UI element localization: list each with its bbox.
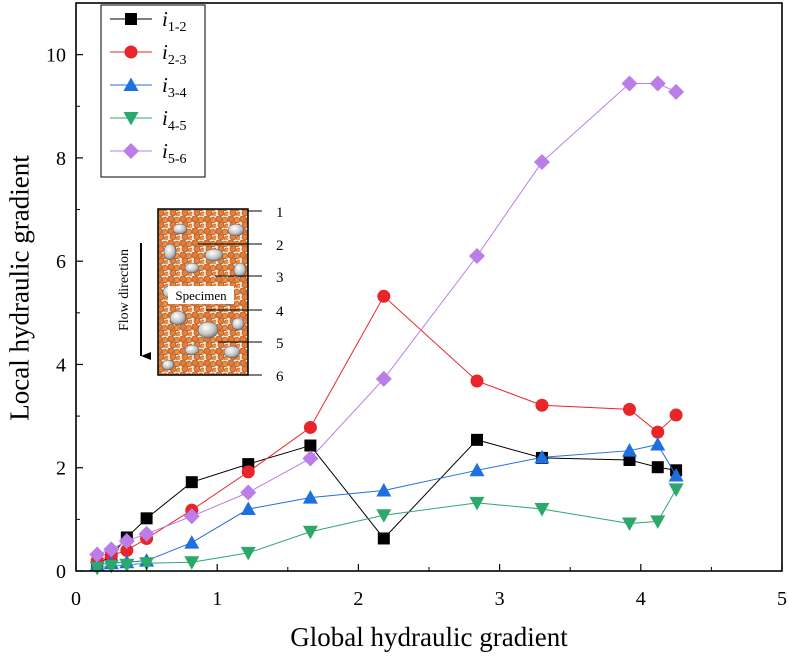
data-point xyxy=(302,490,318,504)
data-point xyxy=(120,543,134,557)
series-i5-6 xyxy=(89,75,685,563)
data-point xyxy=(139,557,155,571)
x-tick-label: 0 xyxy=(71,588,81,610)
y-axis-title: Local hydraulic gradient xyxy=(4,155,35,421)
data-point xyxy=(240,546,256,561)
y-tick-label: 4 xyxy=(56,354,66,376)
data-point xyxy=(304,439,317,452)
series-layer xyxy=(89,75,685,576)
legend-marker xyxy=(125,13,137,25)
data-point xyxy=(241,465,255,479)
data-point xyxy=(668,83,685,100)
data-point xyxy=(377,289,391,303)
legend-marker xyxy=(123,143,139,159)
legend-item-i5-6: i5-6 xyxy=(110,139,187,167)
x-tick-label: 2 xyxy=(353,588,363,610)
section-label: 5 xyxy=(276,336,284,352)
data-point xyxy=(651,425,665,439)
section-label: 3 xyxy=(276,270,284,286)
data-point xyxy=(103,559,119,574)
x-tick-label: 4 xyxy=(636,588,646,610)
data-point xyxy=(183,508,200,525)
section-label: 2 xyxy=(276,238,284,254)
data-point xyxy=(118,533,135,550)
data-point xyxy=(103,541,120,558)
y-tick-label: 10 xyxy=(46,45,66,67)
data-point xyxy=(668,483,684,497)
data-point xyxy=(669,408,683,422)
data-point xyxy=(622,517,638,531)
y-tick-label: 2 xyxy=(56,458,66,480)
data-point xyxy=(649,75,666,92)
specimen-label: Specimen xyxy=(175,288,227,303)
legend-box xyxy=(100,4,206,178)
flow-direction-label: Flow direction xyxy=(117,249,132,331)
series-line xyxy=(97,443,677,566)
x-axis-ticks: 0 1 2 3 4 5 xyxy=(71,564,787,610)
data-point xyxy=(623,453,636,466)
data-point xyxy=(471,433,484,446)
y-tick-label: 6 xyxy=(56,251,66,273)
data-point xyxy=(622,443,638,457)
data-point xyxy=(240,484,257,501)
x-axis-title: Global hydraulic gradient xyxy=(290,622,568,652)
series-i4-5 xyxy=(89,483,684,576)
section-label: 4 xyxy=(276,304,284,320)
y-tick-label: 0 xyxy=(56,561,66,583)
data-point xyxy=(534,449,550,464)
data-point xyxy=(119,558,135,573)
pebbles xyxy=(161,223,247,371)
data-point xyxy=(651,461,664,474)
data-point xyxy=(377,532,390,545)
data-point xyxy=(469,496,485,511)
section-label: 1 xyxy=(276,205,284,221)
data-point xyxy=(140,512,153,525)
series-i1-2 xyxy=(91,433,683,571)
data-point xyxy=(240,501,256,516)
legend: i1-2i2-3i3-4i4-5i5-6 xyxy=(100,4,206,178)
data-point xyxy=(89,561,105,576)
x-tick-label: 3 xyxy=(495,588,505,610)
legend-marker xyxy=(123,112,139,126)
data-point xyxy=(376,509,392,523)
x-tick-label: 5 xyxy=(777,588,787,610)
data-point xyxy=(89,546,106,563)
data-point xyxy=(668,467,684,482)
x-tick-label: 1 xyxy=(212,588,222,610)
y-tick-label: 8 xyxy=(56,148,66,170)
specimen-label-box xyxy=(168,286,234,304)
data-point xyxy=(375,370,392,387)
y-axis-ticks: 0 2 4 6 8 10 xyxy=(46,2,83,583)
data-point xyxy=(534,503,550,517)
specimen-inset: Specimen 1 2 3 4 5 6 Flow direction xyxy=(117,205,284,385)
data-point xyxy=(533,154,550,171)
data-point xyxy=(376,482,392,497)
legend-marker xyxy=(124,45,138,59)
series-line xyxy=(97,489,677,569)
data-point xyxy=(302,450,319,467)
data-point xyxy=(469,462,485,477)
data-point xyxy=(621,75,638,92)
data-point xyxy=(650,515,666,529)
section-markers: 1 2 3 4 5 6 xyxy=(198,205,284,385)
data-point xyxy=(535,398,549,412)
legend-marker xyxy=(123,77,139,91)
data-point xyxy=(650,436,666,451)
data-point xyxy=(184,556,200,570)
data-point xyxy=(469,248,486,265)
series-i3-4 xyxy=(89,436,684,571)
data-point xyxy=(623,402,637,416)
axes: 0 1 2 3 4 5 0 2 4 6 8 10 xyxy=(46,2,787,610)
data-point xyxy=(303,420,317,434)
data-point xyxy=(302,525,318,540)
data-point xyxy=(138,525,155,542)
data-point xyxy=(185,476,198,489)
data-point xyxy=(470,374,484,388)
section-label: 6 xyxy=(276,369,284,385)
data-point xyxy=(184,535,200,549)
